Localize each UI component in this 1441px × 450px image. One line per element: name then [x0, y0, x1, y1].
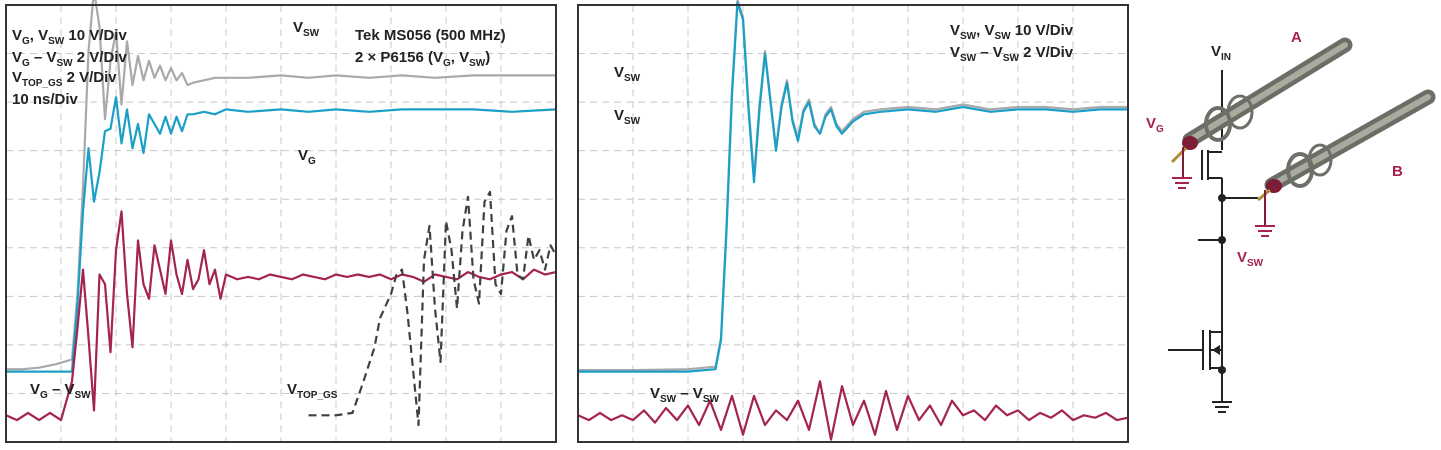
- label-vin: VIN: [1211, 43, 1231, 63]
- label-probe-b: B: [1392, 163, 1403, 180]
- tek-line-2: 2 × P6156 (VG, VSW): [355, 49, 490, 69]
- right-label-vsw-minus-vsw: VSW – VSW: [650, 385, 719, 405]
- left-panel-frame: [5, 4, 557, 443]
- right-trace-vsw-vsw: [577, 380, 1129, 441]
- probe-a: [1170, 37, 1353, 189]
- label-vg: VG: [1146, 115, 1164, 135]
- fet-arrow: [1212, 345, 1220, 355]
- right-info-line-2: VSW – VSW 2 V/Div: [950, 44, 1074, 64]
- sw-node-dot: [1218, 194, 1226, 202]
- sw-node-dot: [1218, 236, 1226, 244]
- left-trace-vtop-gs: [308, 190, 557, 427]
- right-panel-frame: [577, 4, 1129, 443]
- right-info-line-1: VSW, VSW 10 V/Div: [950, 22, 1074, 42]
- left-grid: [6, 5, 556, 442]
- right-label-vsw-2: VSW: [614, 107, 641, 127]
- left-info-line-1: VG, VSW 10 V/Div: [12, 27, 127, 47]
- right-label-vsw-1: VSW: [614, 64, 641, 84]
- source-node-dot: [1218, 366, 1226, 374]
- left-traces: [5, 0, 557, 427]
- left-trace-vg: [6, 96, 557, 373]
- probe-circuit-diagram: VIN VG VSW A B: [1146, 29, 1436, 413]
- left-scope-panel: VG, VSW 10 V/Div VG – VSW 2 V/Div VTOP_G…: [5, 0, 557, 443]
- right-grid: [578, 5, 1128, 442]
- left-label-vtop-gs: VTOP_GS: [287, 381, 338, 401]
- label-probe-a: A: [1291, 29, 1302, 46]
- tek-line-1: Tek MS056 (500 MHz): [355, 27, 506, 44]
- left-trace-vsw: [6, 0, 556, 371]
- right-scope-panel: VSW, VSW 10 V/Div VSW – VSW 2 V/Div VSW …: [577, 0, 1129, 443]
- left-trace-vg-vsw: [5, 210, 557, 422]
- left-label-vg: VG: [298, 147, 316, 167]
- left-info-line-3: VTOP_GS 2 V/Div: [12, 69, 117, 89]
- left-info-line-2: VG – VSW 2 V/Div: [12, 49, 127, 69]
- left-info-line-4: 10 ns/Div: [12, 91, 79, 108]
- left-label-vsw: VSW: [293, 19, 320, 39]
- probe-b: [1255, 89, 1436, 237]
- right-traces: [577, 0, 1129, 441]
- label-vsw: VSW: [1237, 249, 1264, 269]
- right-trace-vsw-blue-: [578, 1, 1128, 373]
- left-label-vg-minus-vsw: VG – VSW: [30, 381, 91, 401]
